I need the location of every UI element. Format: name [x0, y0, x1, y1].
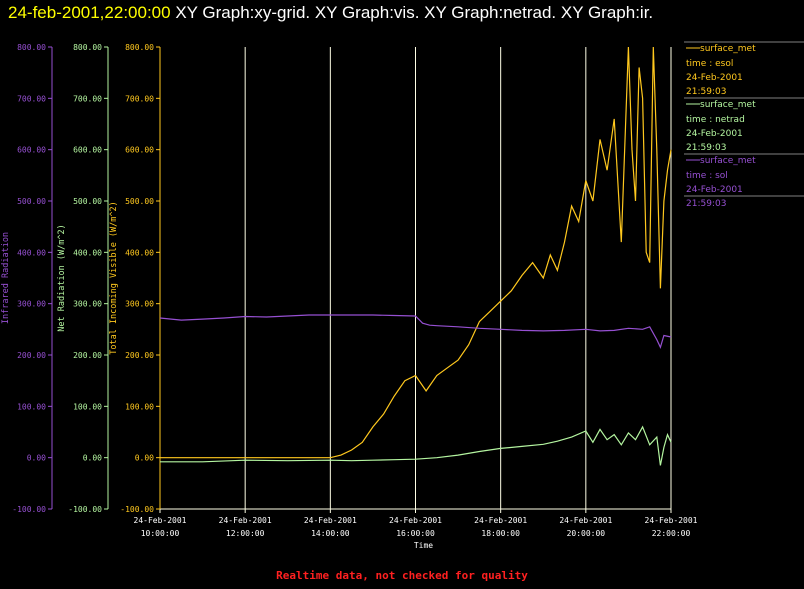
x-tick-label: 24-Feb-2001 — [389, 516, 442, 525]
x-tick-label: 14:00:00 — [311, 529, 350, 538]
netrad-y-tick-label: 600.00 — [73, 146, 102, 155]
visible-y-tick-label: -100.00 — [120, 505, 154, 514]
visible-y-tick-label: 500.00 — [125, 197, 154, 206]
legend-line-name: surface_met — [700, 156, 756, 166]
x-tick-label: 24-Feb-2001 — [645, 516, 698, 525]
netrad-y-tick-label: 800.00 — [73, 43, 102, 52]
ir-y-tick-label: 0.00 — [27, 454, 46, 463]
visible-y-tick-label: 200.00 — [125, 351, 154, 360]
netrad-y-tick-label: 700.00 — [73, 94, 102, 103]
series-ir-line — [159, 314, 672, 349]
netrad-y-tick-label: 400.00 — [73, 248, 102, 257]
graph-header: 24-feb-2001,22:00:00 XY Graph:xy-grid. X… — [8, 3, 653, 23]
visible-y-tick-label: 0.00 — [135, 454, 154, 463]
x-tick-label: 24-Feb-2001 — [134, 516, 187, 525]
x-tick-label: 24-Feb-2001 — [304, 516, 357, 525]
ir-axis-label: Infrared Radiation — [1, 232, 11, 324]
netrad-y-tick-label: 0.00 — [83, 454, 102, 463]
series-visible-line — [160, 46, 672, 459]
visible-y-tick-label: 800.00 — [125, 43, 154, 52]
legend-line-name: surface_met — [700, 44, 756, 54]
netrad-axis-label: Net Radiation (W/m^2) — [57, 224, 67, 331]
legend-line-name: surface_met — [700, 100, 756, 110]
visible-y-tick-label: 700.00 — [125, 94, 154, 103]
ir-y-tick-label: -100.00 — [12, 505, 46, 514]
legend-field: time : esol — [686, 59, 733, 69]
ir-y-tick-label: 200.00 — [17, 351, 46, 360]
visible-y-tick-label: 400.00 — [125, 248, 154, 257]
visible-y-tick-label: 600.00 — [125, 146, 154, 155]
series-netrad-line — [160, 425, 672, 466]
graph-titles: XY Graph:xy-grid. XY Graph:vis. XY Graph… — [175, 3, 654, 22]
netrad-y-tick-label: 300.00 — [73, 300, 102, 309]
legend-date: 24-Feb-2001 — [686, 73, 743, 83]
legend-time: 21:59:03 — [686, 87, 726, 97]
legend-date: 24-Feb-2001 — [686, 185, 743, 195]
legend-time: 21:59:03 — [686, 143, 726, 153]
visible-y-tick-label: 300.00 — [125, 300, 154, 309]
netrad-y-tick-label: 500.00 — [73, 197, 102, 206]
netrad-y-tick-label: -100.00 — [68, 505, 102, 514]
legend-field: time : sol — [686, 171, 728, 181]
legend-field: time : netrad — [686, 115, 745, 125]
x-axis-label: Time — [414, 541, 433, 550]
ir-y-tick-label: 600.00 — [17, 146, 46, 155]
quality-notice: Realtime data, not checked for quality — [276, 569, 528, 582]
x-tick-label: 24-Feb-2001 — [219, 516, 272, 525]
legend-time: 21:59:03 — [686, 199, 726, 209]
x-tick-label: 20:00:00 — [567, 529, 606, 538]
ir-y-tick-label: 300.00 — [17, 300, 46, 309]
timestamp: 24-feb-2001,22:00:00 — [8, 3, 171, 22]
visible-axis-label: Total Incoming Visible (W/m^2) — [109, 201, 119, 355]
x-tick-label: 24-Feb-2001 — [559, 516, 612, 525]
ir-y-tick-label: 500.00 — [17, 197, 46, 206]
x-tick-label: 16:00:00 — [396, 529, 435, 538]
netrad-y-tick-label: 100.00 — [73, 402, 102, 411]
xy-graph-chart: 24-Feb-2001 10:00:00 24-Feb-2001 12:00:00 24… — [1, 41, 804, 550]
visible-y-tick-label: 100.00 — [125, 402, 154, 411]
x-tick-label: 24-Feb-2001 — [474, 516, 527, 525]
x-tick-label: 18:00:00 — [481, 529, 520, 538]
x-tick-label: 22:00:00 — [652, 529, 691, 538]
ir-y-tick-label: 100.00 — [17, 402, 46, 411]
netrad-y-tick-label: 200.00 — [73, 351, 102, 360]
x-tick-label: 12:00:00 — [226, 529, 265, 538]
x-tick-label: 10:00:00 — [141, 529, 180, 538]
ir-y-tick-label: 400.00 — [17, 248, 46, 257]
ir-y-tick-label: 800.00 — [17, 43, 46, 52]
legend-date: 24-Feb-2001 — [686, 129, 743, 139]
ir-y-tick-label: 700.00 — [17, 94, 46, 103]
